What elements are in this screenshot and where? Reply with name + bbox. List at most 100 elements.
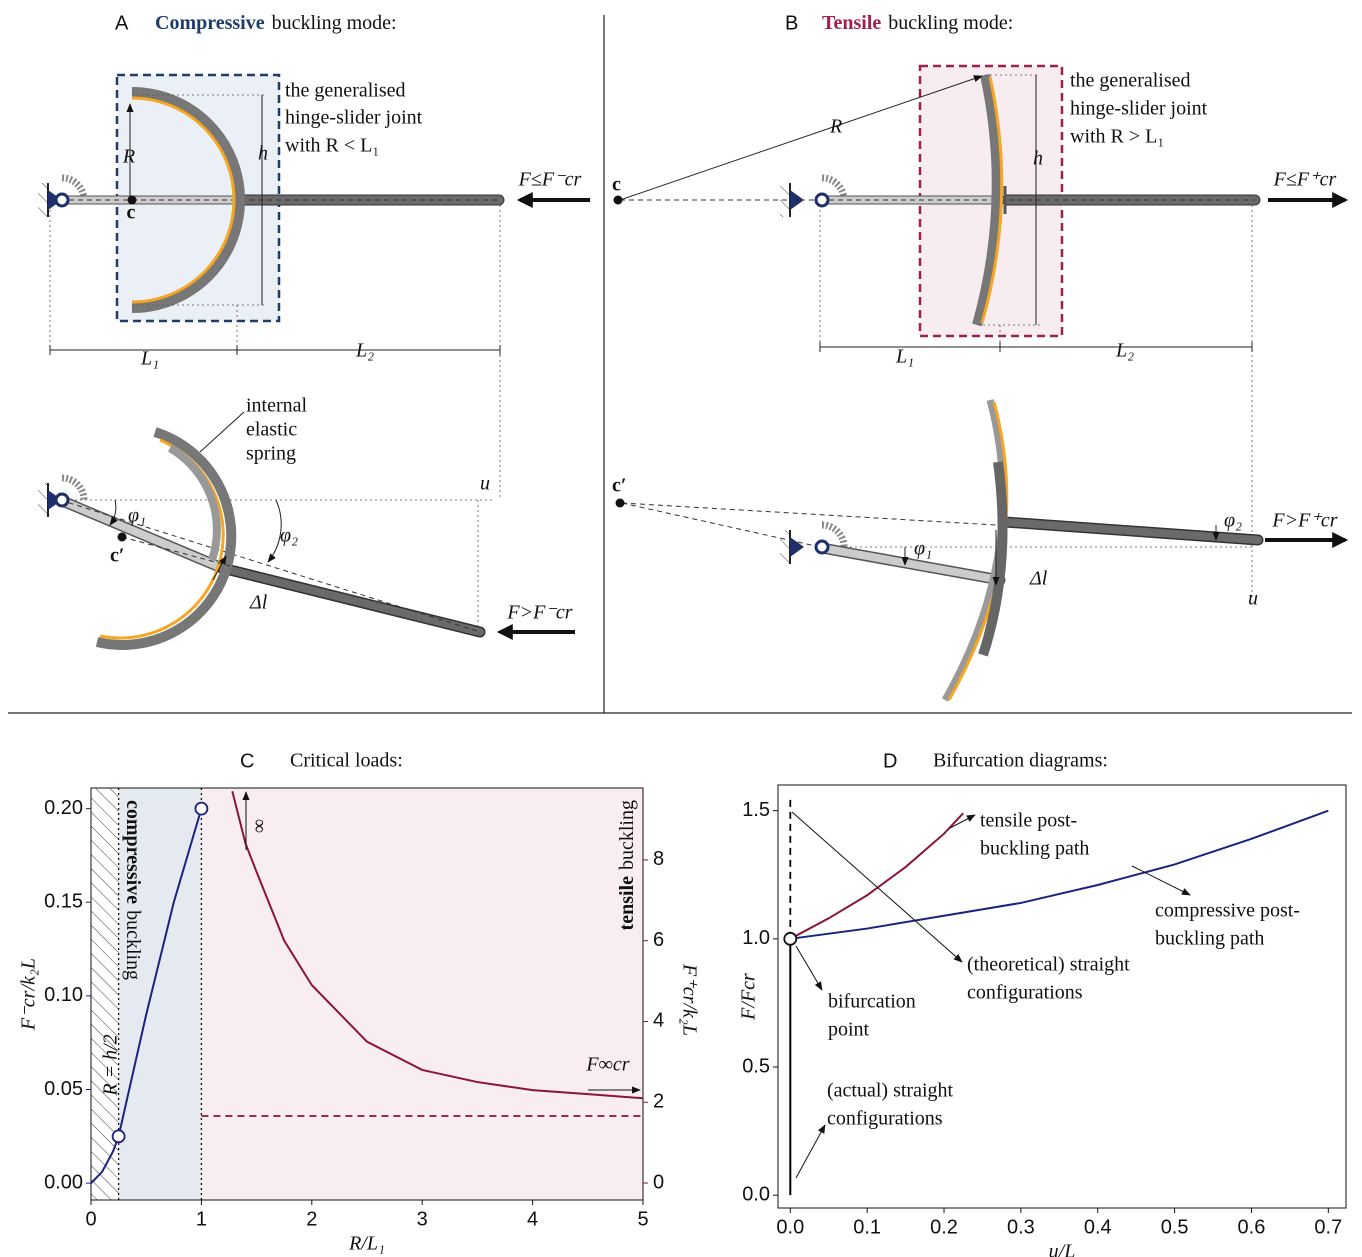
circle-shape <box>814 539 830 555</box>
x-tick-label: 0.6 <box>1238 1216 1266 1238</box>
circle-shape <box>613 195 623 205</box>
label: φ₁ <box>914 538 932 560</box>
y2-tick-label: 2 <box>653 1091 664 1113</box>
annotation: buckling path <box>1155 928 1264 950</box>
path-shape <box>109 499 118 526</box>
label: F≤F⁺cr <box>1273 169 1337 191</box>
plot-frame <box>90 787 644 1201</box>
panel-letter: D <box>883 750 897 772</box>
region-label: R = h/2 <box>100 1034 122 1096</box>
circle-shape <box>117 532 127 542</box>
x-axis-label: u/L <box>1049 1241 1076 1257</box>
path-shape <box>131 96 236 304</box>
region-label-rest: buckling <box>122 910 144 980</box>
x-tick-label: 0.5 <box>1161 1216 1189 1238</box>
line-shape <box>1001 518 1262 544</box>
annotation-arrow <box>795 1124 826 1179</box>
annotation: bifurcation <box>828 991 916 1013</box>
region-label: tensile buckling <box>616 800 638 930</box>
annotation: point <box>828 1019 870 1041</box>
panel-letter: C <box>240 750 254 772</box>
y2-tick-label: 6 <box>653 929 664 951</box>
label: F≤F⁻cr <box>518 169 582 191</box>
x-tick-label: 5 <box>637 1208 648 1230</box>
plot-frame <box>777 784 1347 1209</box>
line-shape <box>218 564 484 636</box>
path-shape <box>821 521 848 548</box>
annotation-arrow <box>795 945 823 991</box>
note: hinge-slider joint <box>285 107 423 129</box>
series-line <box>790 809 1329 940</box>
label: L₁ <box>140 348 159 370</box>
annotation: compressive post- <box>1155 900 1300 922</box>
panel-letter: A <box>115 12 129 34</box>
label: c <box>127 202 136 224</box>
rect-shape <box>780 530 790 564</box>
path-shape <box>821 174 848 201</box>
note: elastic <box>246 419 297 441</box>
line-shape <box>619 75 983 201</box>
annotation-arrow <box>949 814 976 829</box>
label: c <box>612 174 621 196</box>
series-line <box>231 790 644 1100</box>
x-tick-label: 0.7 <box>1314 1216 1342 1238</box>
x-tick-label: 3 <box>417 1208 428 1230</box>
line-shape <box>212 555 227 581</box>
note: internal <box>246 395 308 417</box>
point-marker <box>783 931 798 946</box>
label: F>F⁻cr <box>506 602 572 624</box>
title-bold: Tensile <box>822 12 881 34</box>
path-shape <box>61 174 88 201</box>
line-shape <box>121 536 231 567</box>
annotation: (actual) straight <box>827 1080 953 1102</box>
y2-tick-label: 8 <box>653 848 664 870</box>
path-shape <box>980 76 1004 324</box>
annotation: tensile post- <box>980 810 1077 832</box>
label: φ₂ <box>1224 510 1242 532</box>
title-rest: buckling mode: <box>272 12 397 34</box>
panel-title: Tensile buckling mode: <box>822 12 1013 34</box>
label: F>F⁺cr <box>1271 510 1337 532</box>
rect-shape <box>38 483 48 517</box>
y-tick-label: 0.20 <box>44 797 83 819</box>
label: R <box>829 116 842 138</box>
path-shape <box>267 499 282 563</box>
path-shape <box>167 444 221 562</box>
label: c′ <box>612 475 627 497</box>
note: the generalised <box>285 80 406 102</box>
y-tick-label: 0.05 <box>44 1078 83 1100</box>
note: spring <box>246 443 296 465</box>
circle-shape <box>814 192 830 208</box>
annotation-arrow <box>791 811 963 963</box>
region-label-bold: tensile <box>616 876 638 931</box>
region-label-rest: buckling <box>616 800 638 870</box>
panel-title: Compressive buckling mode: <box>155 12 397 34</box>
y-tick-label: 0.5 <box>742 1055 770 1077</box>
label: h <box>258 143 268 165</box>
line-shape <box>818 544 1004 584</box>
region-label: compressive buckling <box>122 800 144 980</box>
path-shape <box>978 461 1008 657</box>
y2-tick-label: 0 <box>653 1171 664 1193</box>
label: u <box>480 473 490 495</box>
x-tick-label: 4 <box>527 1208 538 1230</box>
label: φ₂ <box>280 525 298 547</box>
x-tick-label: 0.2 <box>930 1216 958 1238</box>
note: with R > L₁ <box>1070 126 1164 148</box>
region-label-bold: compressive <box>122 800 144 904</box>
x-tick-label: 0.3 <box>1007 1216 1035 1238</box>
chart-title: Bifurcation diagrams: <box>933 750 1108 772</box>
label: Δl <box>249 592 268 614</box>
point-marker <box>111 1129 126 1144</box>
circle-shape <box>54 192 70 208</box>
note: with R < L₁ <box>285 135 379 157</box>
line-shape <box>59 499 481 633</box>
label: L₂ <box>355 340 374 362</box>
series-line <box>789 812 964 940</box>
y2-axis-label: F⁺cr/k₂L <box>678 963 700 1036</box>
x-tick-label: 0.0 <box>776 1216 804 1238</box>
x-tick-label: 0 <box>85 1208 96 1230</box>
